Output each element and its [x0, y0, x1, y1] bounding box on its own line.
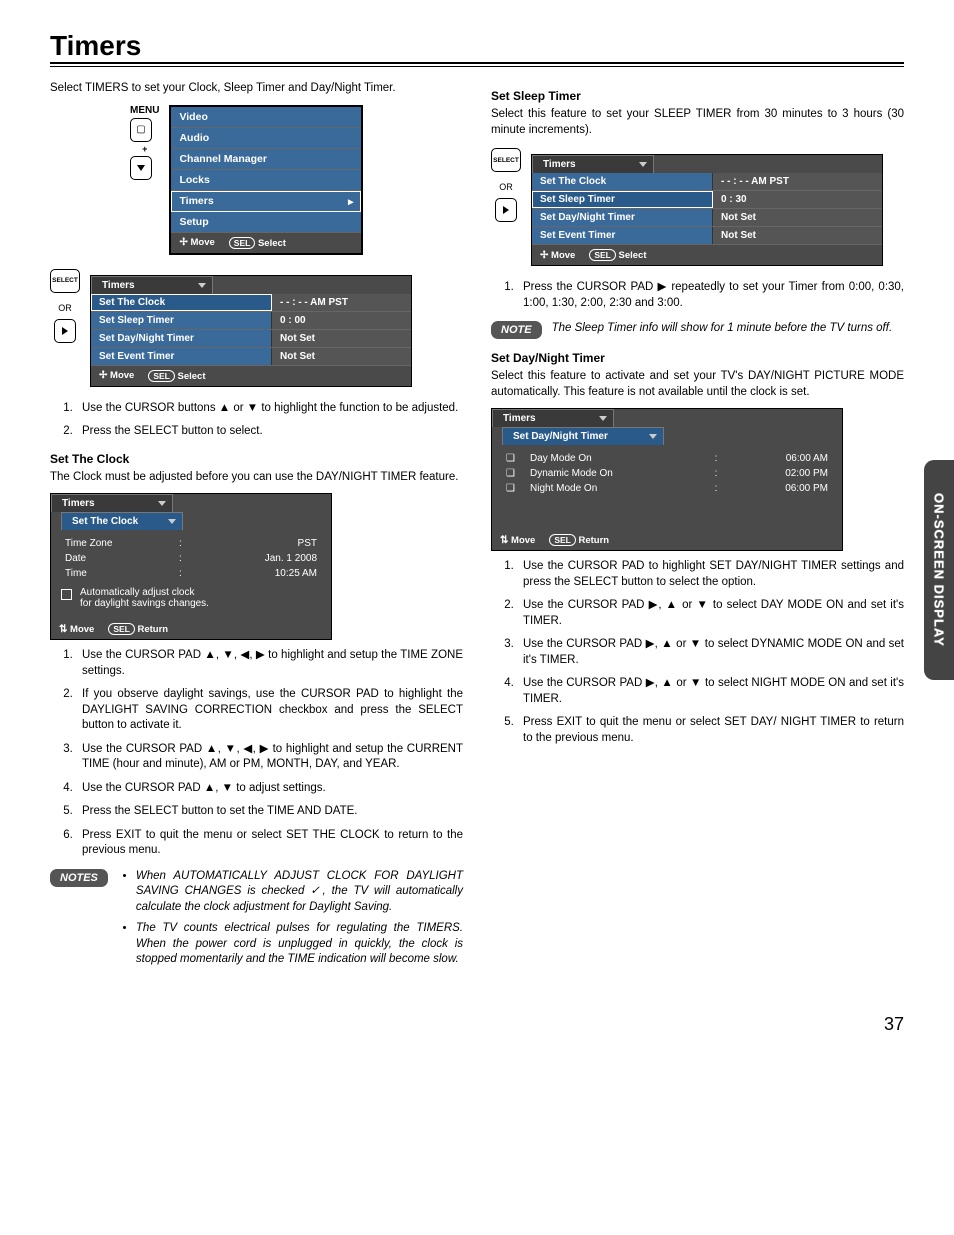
select-button-icon: SELECT: [50, 269, 80, 293]
notes-badge: NOTES: [50, 869, 108, 887]
select-button-icon: SELECT: [491, 148, 521, 172]
osd-row: Set Event TimerNot Set: [532, 227, 882, 245]
osd-row: Set The Clock- - : - - AM PST: [91, 294, 411, 312]
step-item: If you observe daylight savings, use the…: [76, 687, 463, 734]
set-dn-heading: Set Day/Night Timer: [491, 351, 904, 365]
set-sleep-heading: Set Sleep Timer: [491, 89, 904, 103]
remote-right-icon: [495, 198, 517, 222]
step-item: Press EXIT to quit the menu or select SE…: [517, 715, 904, 746]
set-clock-desc: The Clock must be adjusted before you ca…: [50, 470, 463, 486]
set-dn-desc: Select this feature to activate and set …: [491, 369, 904, 400]
sleep-steps: Press the CURSOR PAD ▶ repeatedly to set…: [491, 280, 904, 311]
note-item: The TV counts electrical pulses for regu…: [136, 921, 463, 968]
main-menu-panel: VideoAudioChannel ManagerLocksTimers▸Set…: [169, 105, 363, 255]
mainmenu-item: Timers▸: [171, 191, 361, 212]
sleep-step-1: Press the CURSOR PAD ▶ repeatedly to set…: [517, 280, 904, 311]
or-label: OR: [58, 303, 72, 313]
step-item: Use the CURSOR PAD ▶, ▲ or ▼ to select N…: [517, 676, 904, 707]
timers-panel-header: Timers: [91, 276, 213, 294]
intro-text: Select TIMERS to set your Clock, Sleep T…: [50, 81, 463, 97]
osd-row: Set Day/Night TimerNot Set: [532, 209, 882, 227]
title-rule: [50, 66, 904, 67]
step-item: Press the SELECT button to select.: [76, 424, 463, 440]
or-label: OR: [499, 182, 513, 192]
osd-row: Set The Clock- - : - - AM PST: [532, 173, 882, 191]
osd-row: Set Event TimerNot Set: [91, 348, 411, 366]
step-item: Press the SELECT button to set the TIME …: [76, 804, 463, 820]
step-item: Use the CURSOR buttons ▲ or ▼ to highlig…: [76, 401, 463, 417]
side-tab: ON-SCREEN DISPLAY: [924, 460, 954, 680]
mainmenu-item: Channel Manager: [171, 149, 361, 170]
set-clock-heading: Set The Clock: [50, 452, 463, 466]
timers-panel-left: Timers Set The Clock- - : - - AM PSTSet …: [90, 275, 412, 387]
step-item: Press EXIT to quit the menu or select SE…: [76, 828, 463, 859]
mainmenu-item: Locks: [171, 170, 361, 191]
timers-panel-right: Timers Set The Clock- - : - - AM PSTSet …: [531, 154, 883, 266]
remote-down-icon: [130, 156, 152, 180]
step-item: Use the CURSOR PAD ▲, ▼, ◀, ▶ to highlig…: [76, 648, 463, 679]
dn-row: ❏Night Mode On:06:00 PM: [502, 481, 832, 496]
step-item: Use the CURSOR PAD ▶, ▲ or ▼ to select D…: [517, 598, 904, 629]
mainmenu-item: Setup: [171, 212, 361, 233]
dst-checkbox-icon: [61, 589, 72, 600]
dn-row: ❏Day Mode On:06:00 AM: [502, 451, 832, 466]
note-badge: NOTE: [491, 321, 542, 339]
mainmenu-item: Audio: [171, 128, 361, 149]
steps-list-a: Use the CURSOR buttons ▲ or ▼ to highlig…: [50, 401, 463, 440]
page-number: 37: [50, 1014, 904, 1035]
osd-row: Set Day/Night TimerNot Set: [91, 330, 411, 348]
osd-row: Set Sleep Timer0 : 00: [91, 312, 411, 330]
step-item: Use the CURSOR PAD ▶, ▲ or ▼ to select D…: [517, 637, 904, 668]
note-text: The Sleep Timer info will show for 1 min…: [552, 321, 904, 337]
step-item: Use the CURSOR PAD to highlight SET DAY/…: [517, 559, 904, 590]
remote-right-icon: [54, 319, 76, 343]
set-clock-panel: Timers Set The Clock Time Zone:PST Date:…: [50, 493, 332, 640]
dn-row: ❏Dynamic Mode On:02:00 PM: [502, 466, 832, 481]
page-title: Timers: [50, 30, 904, 64]
remote-up-icon: ▢: [130, 118, 152, 142]
menu-label: MENU: [130, 105, 159, 116]
step-item: Use the CURSOR PAD ▲, ▼, ◀, ▶ to highlig…: [76, 742, 463, 773]
set-sleep-desc: Select this feature to set your SLEEP TI…: [491, 107, 904, 138]
dn-steps-list: Use the CURSOR PAD to highlight SET DAY/…: [491, 559, 904, 746]
osd-row: Set Sleep Timer0 : 30: [532, 191, 882, 209]
step-item: Use the CURSOR PAD ▲, ▼ to adjust settin…: [76, 781, 463, 797]
mainmenu-item: Video: [171, 107, 361, 128]
dn-panel: Timers Set Day/Night Timer ❏Day Mode On:…: [491, 408, 843, 551]
mainmenu-diagram: MENU ▢ + VideoAudioChannel ManagerLocksT…: [130, 105, 463, 255]
steps-list-b: Use the CURSOR PAD ▲, ▼, ◀, ▶ to highlig…: [50, 648, 463, 859]
note-item: When AUTOMATICALLY ADJUST CLOCK FOR DAYL…: [136, 869, 463, 916]
notes-list: When AUTOMATICALLY ADJUST CLOCK FOR DAYL…: [118, 869, 463, 974]
